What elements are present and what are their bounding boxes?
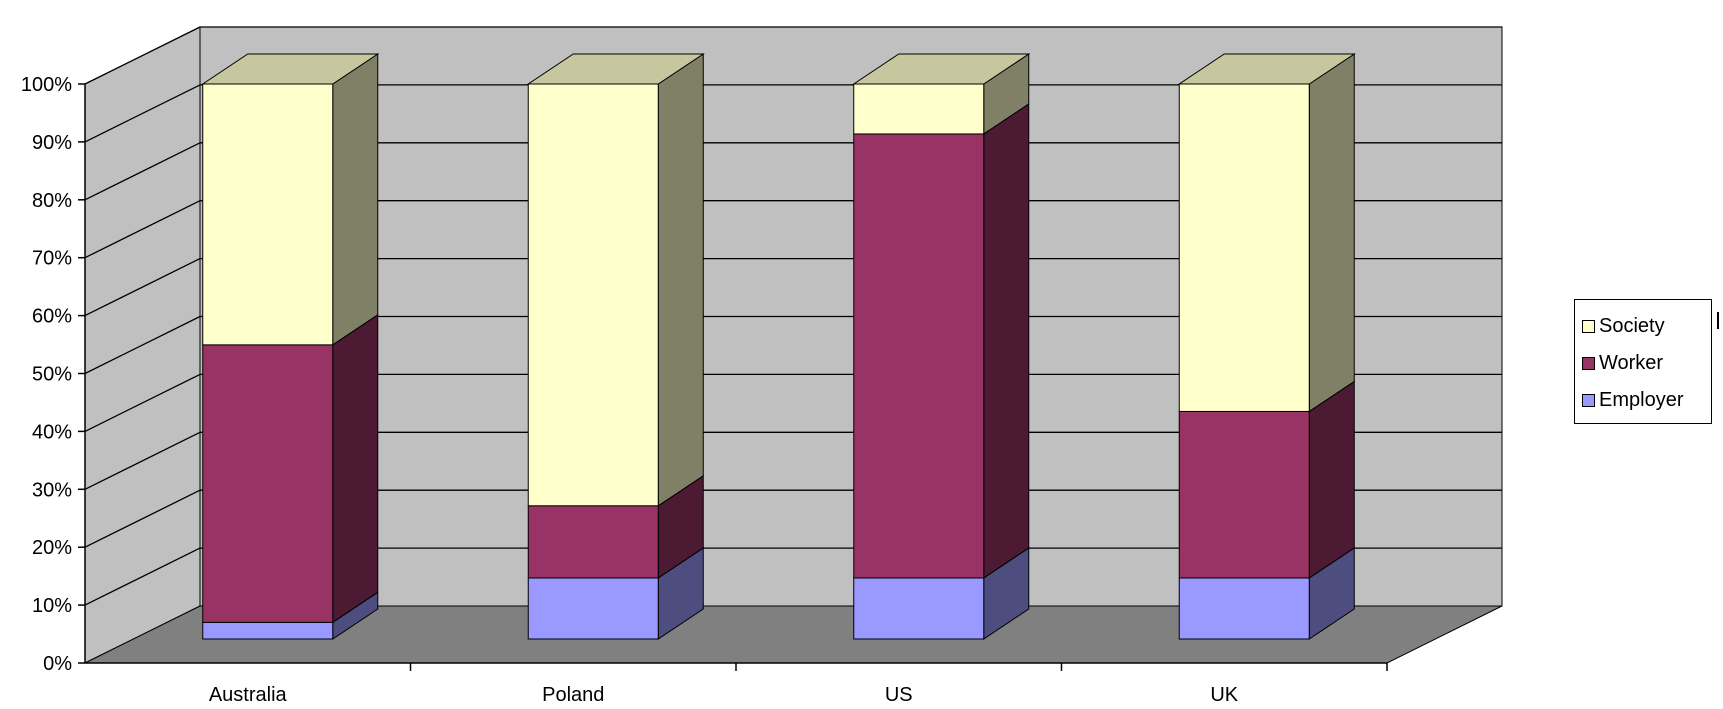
bar-side-worker [1308, 380, 1355, 579]
legend-swatch-society [1582, 319, 1595, 333]
y-tick-label: 40% [32, 421, 72, 443]
gridline [84, 200, 201, 259]
x-tick-label: US [885, 684, 913, 706]
bar-side-society [657, 53, 704, 507]
bar-side-worker [332, 313, 379, 624]
gridline [84, 142, 201, 201]
x-tick-label: Poland [542, 684, 604, 706]
gridline [84, 431, 201, 490]
bar-segment-employer [527, 577, 659, 640]
bar-us [852, 53, 1031, 640]
gridline [84, 26, 201, 85]
gridline [84, 547, 201, 606]
legend-label-employer: Employer [1599, 388, 1684, 411]
gridline [84, 315, 201, 375]
x-tick-label: Australia [209, 684, 288, 706]
bar-segment-employer [853, 577, 985, 640]
gridline [84, 489, 201, 548]
y-tick-label: 70% [32, 248, 72, 270]
bar-side-society [332, 53, 379, 346]
y-tick-label: 80% [32, 190, 72, 212]
legend-label-society: Society [1599, 314, 1665, 337]
legend-item-society: Society [1582, 311, 1665, 341]
y-tick-label: 30% [32, 479, 72, 501]
gridline [84, 84, 201, 143]
bar-segment-society [202, 83, 334, 346]
y-tick-label: 100% [21, 74, 72, 96]
bar-segment-worker [853, 133, 985, 579]
bar-segment-society [1178, 83, 1310, 412]
bar-segment-society [853, 83, 985, 135]
legend-item-worker: Worker [1582, 348, 1663, 378]
bar-segment-worker [1178, 410, 1310, 579]
legend-label-worker: Worker [1599, 351, 1664, 374]
bar-poland [526, 53, 705, 640]
y-tick-label: 60% [32, 306, 72, 328]
y-tick-label: 50% [32, 364, 72, 386]
bar-top [201, 53, 380, 85]
bar-top [852, 53, 1031, 85]
gridline [84, 258, 201, 317]
gridline [84, 373, 201, 432]
bar-side-worker [983, 103, 1030, 579]
bar-segment-employer [202, 621, 334, 640]
legend-swatch-employer [1582, 393, 1595, 407]
tick-labels: 0% 10% 20% 30% 40% 50% 60% 70% 80% 90% 100% Austral… [21, 74, 1239, 706]
bar-top [526, 53, 705, 85]
bar-segment-society [527, 83, 659, 507]
bar-australia [201, 53, 380, 640]
bar-side-society [1308, 53, 1355, 413]
legend-edge-mark [1717, 312, 1719, 329]
bar-segment-worker [202, 344, 334, 623]
bar-top [1177, 53, 1356, 85]
y-tick-label: 10% [32, 595, 72, 617]
axes [78, 83, 1388, 671]
y-tick-label: 20% [32, 537, 72, 559]
x-tick-label: UK [1210, 684, 1238, 706]
bar-uk [1177, 53, 1356, 640]
bars [201, 53, 1356, 640]
legend-item-employer: Employer [1582, 385, 1683, 415]
bar-segment-worker [527, 505, 659, 579]
bar-segment-employer [1178, 577, 1310, 640]
legend-swatch-worker [1582, 356, 1595, 370]
legend: Society Worker Employer [1574, 299, 1712, 424]
y-tick-label: 0% [43, 653, 72, 675]
y-tick-label: 90% [32, 132, 72, 154]
